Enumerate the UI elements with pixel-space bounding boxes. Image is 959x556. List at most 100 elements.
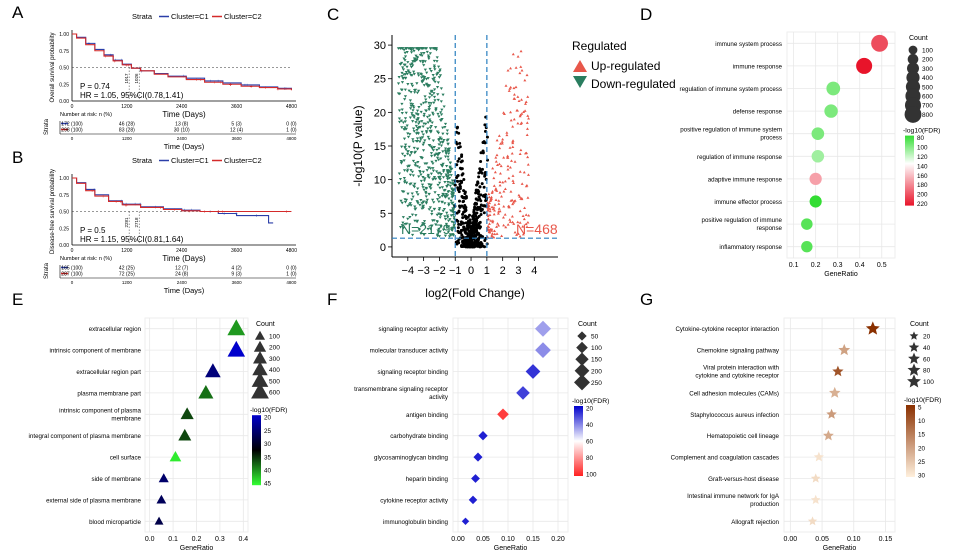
- km-risk-cell: 287 (100): [61, 272, 83, 278]
- bubble-color-tick: 20: [918, 445, 926, 452]
- volcano-point-up: [494, 187, 498, 190]
- volcano-point-down: [438, 175, 442, 179]
- km-risk-cell: 1 (0): [286, 272, 297, 278]
- bubble-marker: [810, 473, 821, 483]
- volcano-point-ns: [483, 174, 487, 178]
- volcano-point-down: [430, 213, 434, 216]
- km-x-tick: 0: [71, 248, 74, 254]
- volcano-x-tick: −3: [417, 265, 430, 277]
- volcano-point-up: [500, 140, 504, 143]
- volcano-point-down: [422, 112, 426, 116]
- bubble-color-legend-title: -log10(FDR): [572, 398, 609, 405]
- volcano-point-ns: [460, 233, 464, 237]
- volcano-point-down: [446, 143, 450, 146]
- volcano-point-ns: [468, 219, 472, 223]
- volcano-point-down: [420, 130, 424, 134]
- bubble-color-bar: [906, 405, 915, 477]
- volcano-point-ns: [480, 171, 484, 175]
- volcano-point-down: [422, 84, 426, 87]
- volcano-point-ns: [456, 159, 460, 163]
- volcano-point-up: [518, 71, 522, 75]
- bubble-x-label: GeneRatio: [824, 271, 858, 278]
- volcano-point-down: [413, 59, 417, 63]
- bubble-size-legend-marker: [574, 363, 590, 379]
- bubble-category-label: defense response: [733, 109, 783, 116]
- bubble-size-legend-label: 600: [922, 94, 933, 101]
- volcano-point-up: [509, 66, 513, 70]
- bubble-color-bar: [905, 135, 914, 206]
- volcano-point-down: [405, 124, 409, 128]
- bubble-category-label: antigen binding: [406, 412, 449, 419]
- km-risk-cell: 298 (100): [61, 128, 83, 134]
- km-censor-mark: +: [91, 189, 94, 195]
- volcano-point-down: [432, 145, 437, 149]
- bubble-color-tick: 45: [264, 481, 272, 488]
- volcano-point-down: [441, 193, 446, 196]
- bubble-color-tick: 80: [917, 135, 925, 142]
- volcano-point-up: [513, 230, 517, 234]
- volcano-point-down: [400, 102, 404, 106]
- bubble-x-tick: 0.5: [877, 262, 887, 269]
- volcano-point-down: [400, 75, 404, 78]
- volcano-point-down: [437, 138, 441, 142]
- volcano-point-down: [433, 191, 437, 194]
- volcano-point-down: [442, 105, 446, 109]
- volcano-point-down: [417, 74, 421, 77]
- bubble-size-legend-title: Count: [909, 35, 928, 42]
- volcano-point-up: [491, 219, 495, 222]
- volcano-point-down: [419, 138, 423, 141]
- bubble-size-legend-label: 400: [269, 367, 280, 374]
- volcano-point-up: [514, 66, 518, 69]
- volcano-point-down: [443, 215, 447, 218]
- volcano-point-down: [446, 170, 450, 174]
- km-censor-mark: +: [140, 69, 143, 75]
- volcano-point-down: [450, 191, 454, 194]
- volcano-point-up: [524, 100, 528, 103]
- bubble-marker: [198, 384, 214, 399]
- volcano-point-up: [511, 140, 515, 143]
- bubble-color-tick: 25: [918, 459, 926, 466]
- volcano-point-down: [443, 125, 447, 129]
- bubble-category-label: Staphylococcus aureus infection: [690, 412, 779, 419]
- volcano-point-up: [501, 180, 505, 184]
- volcano-point-down: [432, 95, 437, 99]
- bubble-size-legend-marker: [254, 330, 266, 340]
- volcano-point-down: [418, 170, 422, 174]
- bubble-size-legend-marker: [908, 352, 920, 364]
- volcano-point-down: [403, 120, 408, 124]
- bubble-category-label: intrinsic component of plasma membrane: [59, 407, 141, 422]
- volcano-point-down: [415, 220, 419, 224]
- volcano-point-down: [430, 94, 434, 97]
- volcano-point-down: [408, 133, 412, 136]
- volcano-point-up: [493, 203, 497, 206]
- bubble-plot-area: [452, 317, 569, 533]
- volcano-point-down: [444, 193, 448, 196]
- volcano-point-down: [420, 47, 424, 50]
- volcano-point-up: [520, 112, 524, 115]
- volcano-point-down: [436, 71, 440, 75]
- volcano-point-down: [410, 62, 414, 66]
- volcano-point-down: [415, 191, 419, 194]
- bubble-color-bar: [252, 415, 261, 486]
- bubble-size-legend-label: 100: [591, 345, 602, 352]
- volcano-point-up: [497, 207, 501, 210]
- volcano-point-ns: [461, 216, 465, 220]
- volcano-point-down: [404, 127, 408, 131]
- volcano-point-down: [433, 68, 437, 71]
- volcano-point-ns: [455, 125, 459, 129]
- bubble-size-legend-marker: [251, 372, 269, 387]
- volcano-point-down: [416, 72, 420, 76]
- volcano-point-up: [487, 230, 491, 233]
- volcano-point-ns: [478, 226, 482, 230]
- volcano-point-down: [404, 73, 408, 76]
- volcano-point-down: [423, 76, 427, 79]
- volcano-point-ns: [473, 239, 477, 243]
- volcano-point-down: [447, 203, 451, 207]
- km-censor-mark: +: [124, 203, 127, 209]
- volcano-point-ns: [474, 202, 478, 206]
- volcano-point-down: [416, 126, 420, 130]
- volcano-point-ns: [463, 192, 467, 196]
- volcano-point-up: [516, 232, 520, 235]
